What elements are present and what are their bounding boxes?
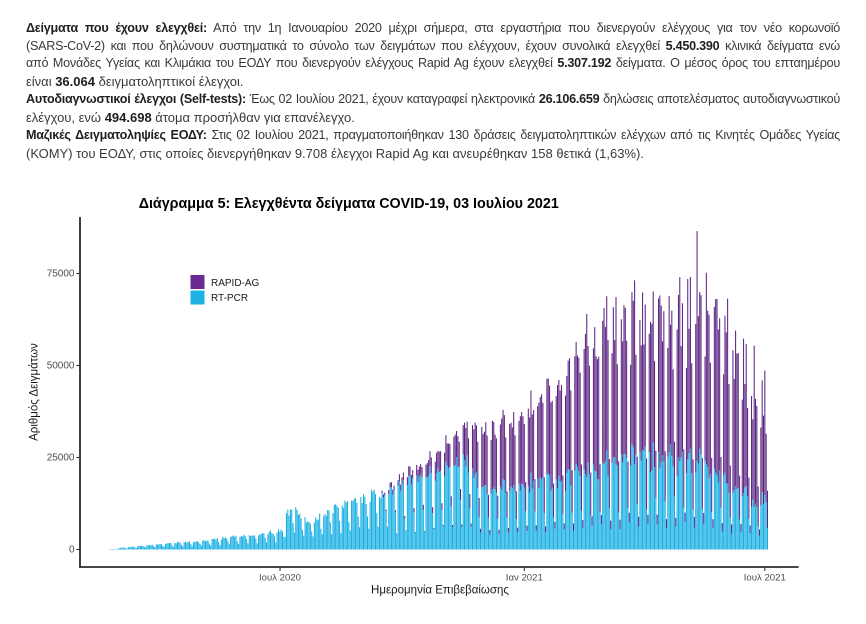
svg-text:75000: 75000 — [47, 268, 75, 279]
svg-text:Διάγραμμα 5: Ελεγχθέντα δείγμα: Διάγραμμα 5: Ελεγχθέντα δείγματα COVID-1… — [139, 196, 559, 212]
svg-text:Ιαν 2021: Ιαν 2021 — [506, 572, 543, 583]
svg-text:Ιουλ 2020: Ιουλ 2020 — [259, 572, 301, 583]
svg-text:0: 0 — [69, 544, 75, 555]
svg-text:Ημερομηνία Επιβεβαίωσης: Ημερομηνία Επιβεβαίωσης — [371, 585, 509, 597]
svg-text:Ιουλ 2021: Ιουλ 2021 — [744, 572, 786, 583]
svg-text:50000: 50000 — [47, 360, 75, 371]
svg-text:Αριθμός Δειγμάτων: Αριθμός Δειγμάτων — [28, 343, 40, 441]
svg-text:RAPID-AG: RAPID-AG — [211, 278, 260, 289]
svg-text:RT-PCR: RT-PCR — [211, 293, 248, 304]
svg-text:25000: 25000 — [47, 452, 75, 463]
